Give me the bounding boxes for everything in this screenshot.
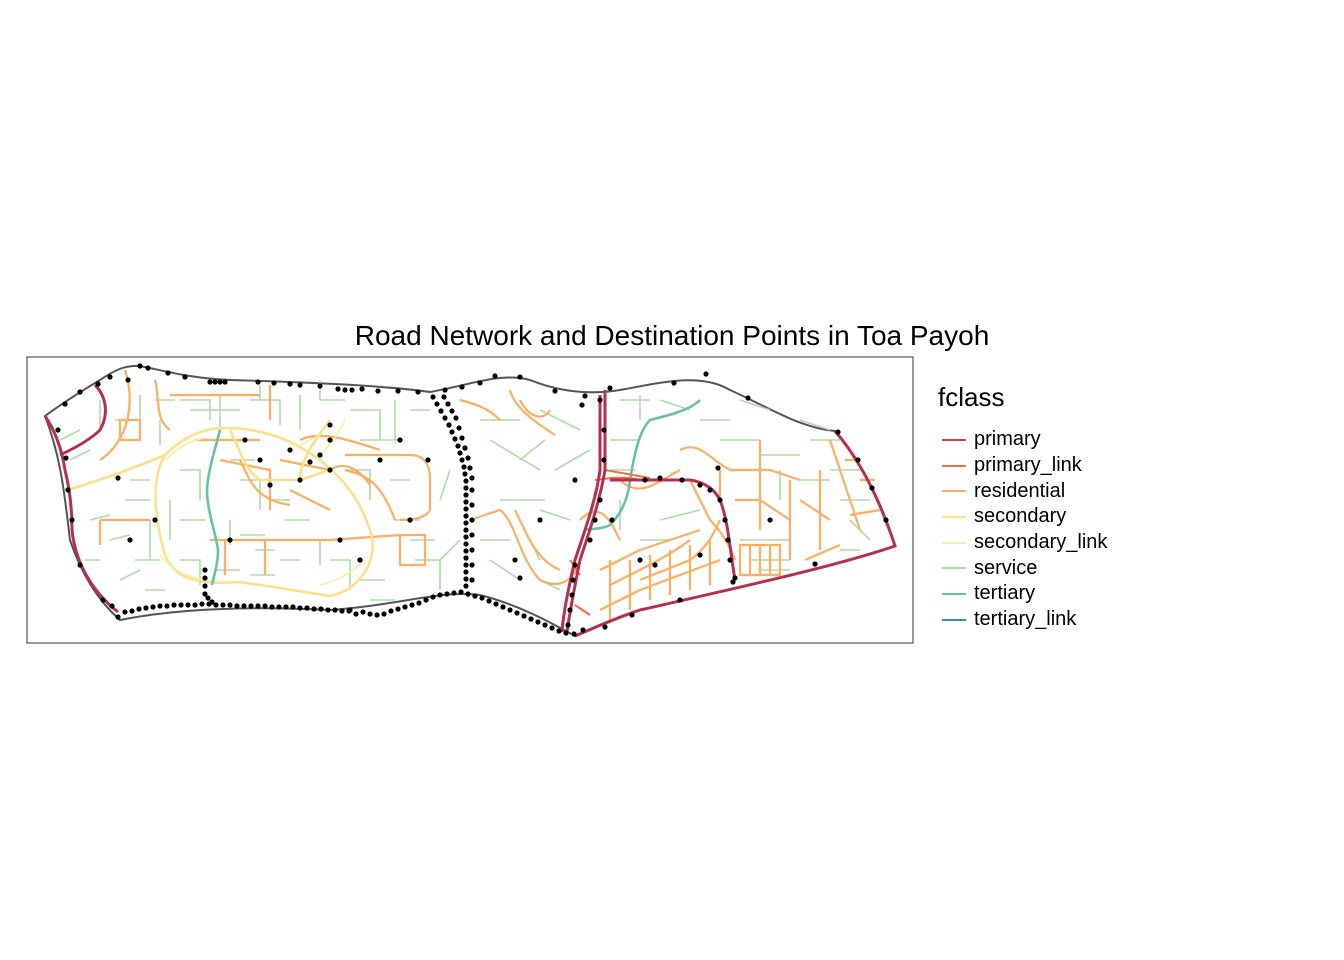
legend-item-service: service (938, 555, 1107, 581)
legend-swatch (942, 515, 966, 518)
destination-points (55, 363, 889, 637)
legend-label: primary_link (974, 454, 1082, 477)
points-south-edge (115, 561, 818, 637)
map-frame (26, 356, 914, 644)
secondary-link-roads (159, 419, 366, 586)
points-central-corridor (430, 394, 475, 589)
legend-item-secondary: secondary (938, 504, 1107, 530)
legend-label: secondary_link (974, 531, 1108, 554)
legend-title: fclass (938, 382, 1005, 412)
legend-item-primary: primary (938, 427, 1107, 453)
legend: fclass primary primary_link residential … (938, 382, 1107, 633)
legend-swatch (942, 567, 966, 570)
secondary-roads (67, 419, 374, 598)
primary-roads (43, 383, 897, 638)
legend-label: tertiary_link (974, 608, 1077, 631)
legend-label: service (974, 556, 1038, 579)
points-north-edge (62, 363, 889, 523)
legend-swatch (942, 592, 966, 595)
legend-item-primary-link: primary_link (938, 453, 1107, 479)
legend-swatch (942, 464, 966, 467)
legend-label: secondary (974, 505, 1067, 528)
legend-swatch (942, 541, 966, 544)
points-east-interior (512, 397, 773, 628)
legend-swatch (942, 618, 966, 621)
legend-swatch (942, 490, 966, 493)
legend-label: residential (974, 479, 1066, 502)
legend-item-residential: residential (938, 478, 1107, 504)
legend-item-secondary-link: secondary_link (938, 530, 1107, 556)
legend-label: primary (974, 428, 1041, 451)
legend-swatch (942, 438, 966, 441)
residential-roads (98, 369, 881, 620)
points-west-edge (55, 427, 115, 609)
legend-item-tertiary-link: tertiary_link (938, 607, 1107, 633)
legend-item-tertiary: tertiary (938, 581, 1107, 607)
points-west-interior (115, 377, 431, 613)
legend-label: tertiary (974, 582, 1036, 605)
plot-title: Road Network and Destination Points in T… (354, 320, 990, 351)
